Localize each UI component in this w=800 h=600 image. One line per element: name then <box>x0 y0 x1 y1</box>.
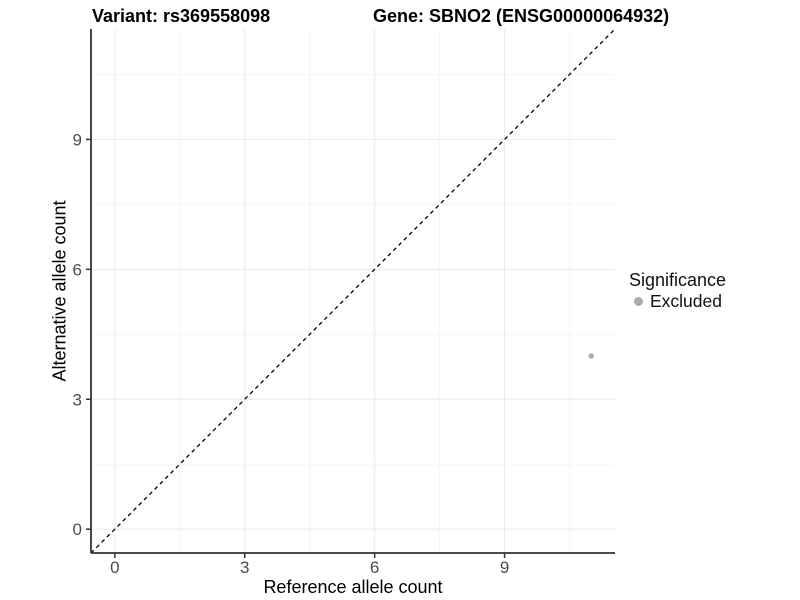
x-tick-label: 6 <box>370 558 379 577</box>
x-tick-label: 0 <box>110 558 119 577</box>
plot-title-gene: Gene: SBNO2 (ENSG00000064932) <box>373 6 670 26</box>
x-tick-label: 9 <box>500 558 509 577</box>
y-tick-label: 6 <box>73 260 82 279</box>
y-tick-label: 0 <box>73 520 82 539</box>
legend-item-excluded: Excluded <box>629 292 726 310</box>
identity-line <box>90 28 616 554</box>
legend-key-dot-icon <box>634 296 643 306</box>
data-point <box>588 353 594 359</box>
x-axis-title: Reference allele count <box>263 577 443 597</box>
y-tick-label: 3 <box>73 390 82 409</box>
plot-title-variant: Variant: rs369558098 <box>92 6 271 26</box>
x-tick-label: 3 <box>240 558 249 577</box>
legend: Significance Excluded <box>629 270 726 310</box>
y-axis-title: Alternative allele count <box>49 200 70 382</box>
legend-title: Significance <box>629 270 727 290</box>
y-tick-label: 9 <box>73 130 82 149</box>
legend-item-label: Excluded <box>650 291 722 311</box>
